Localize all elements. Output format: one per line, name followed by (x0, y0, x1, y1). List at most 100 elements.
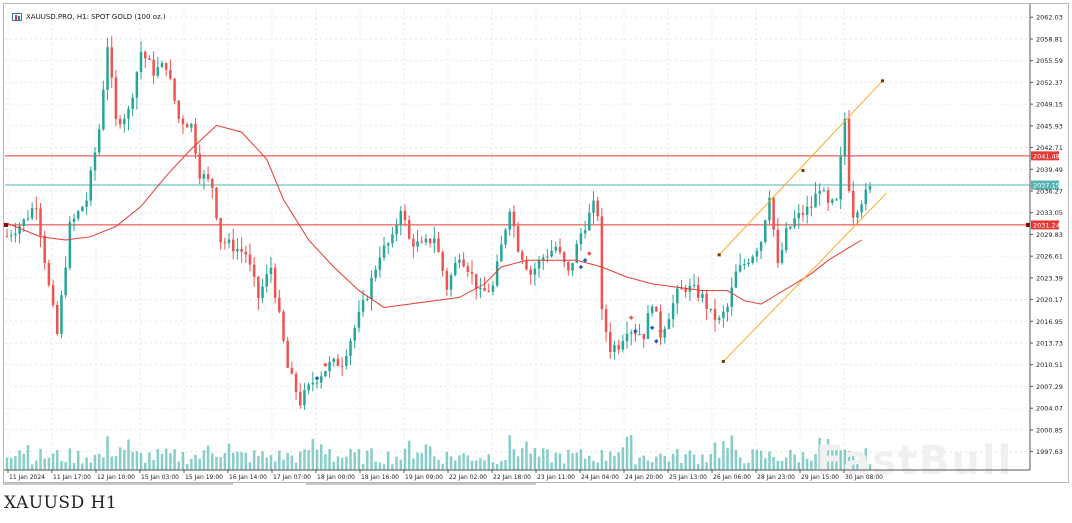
candle-body (340, 365, 344, 367)
volume-bar (319, 444, 323, 470)
volume-bar (722, 441, 725, 470)
trade-marker (649, 325, 655, 330)
candle-body (638, 334, 641, 336)
candle-body (60, 295, 63, 334)
candle-body (407, 220, 411, 239)
trade-marker (582, 257, 588, 263)
volume-bar (692, 454, 696, 470)
candle-body (726, 306, 729, 312)
candle-body (537, 260, 541, 269)
volume-bars (5, 435, 872, 470)
y-tick-label: 2013.73 (1036, 340, 1063, 348)
candle-body (437, 238, 440, 253)
candle-body (231, 239, 235, 252)
trade-marker (578, 264, 584, 270)
volume-bar (190, 458, 193, 470)
trade-marker (587, 251, 592, 256)
candle-body (764, 220, 767, 242)
candle-body (659, 311, 662, 338)
y-tick-label: 2007.29 (1036, 383, 1063, 391)
candle-body (211, 178, 214, 188)
volume-bar (533, 448, 537, 470)
candle-body (424, 238, 428, 243)
volume-bar (395, 456, 398, 470)
volume-bar (839, 450, 842, 470)
x-tick-label: 22 Jan 02:00 (449, 474, 487, 481)
candle-body (198, 153, 201, 179)
candle-body (583, 230, 587, 234)
volume-bar (441, 463, 444, 470)
volume-bar (407, 440, 411, 470)
volume-bar (609, 451, 612, 470)
candle-body (558, 246, 562, 253)
candle-body (810, 206, 813, 208)
candle-body (663, 328, 666, 338)
candle-body (722, 311, 725, 318)
volume-bar (164, 448, 168, 470)
candle-body (244, 251, 248, 255)
candle-body (361, 299, 365, 312)
candle-body (139, 51, 143, 73)
volume-bar (512, 449, 516, 470)
candle-body (508, 211, 511, 230)
candle-body (68, 221, 72, 268)
candle-body (5, 235, 9, 237)
volume-bar (378, 462, 382, 470)
scroll-track-right[interactable] (306, 483, 536, 485)
candle-body (194, 123, 197, 154)
volume-bar (483, 460, 486, 470)
volume-bar (705, 462, 708, 470)
candle-body (307, 384, 310, 391)
volume-bar (474, 460, 478, 470)
candle-body (135, 72, 139, 98)
volume-bar (466, 455, 470, 470)
volume-bar (449, 456, 453, 470)
volume-bar (596, 462, 599, 470)
volume-bar (428, 446, 432, 470)
volume-bar (160, 453, 164, 470)
candle-body (412, 238, 415, 247)
volume-bar (265, 457, 268, 470)
volume-bar (575, 452, 578, 470)
candle-body (868, 186, 872, 190)
candle-body (696, 284, 700, 298)
candle-body (428, 238, 432, 244)
horizontal-levels: 2041.48 2037.15 2031.24 (4, 151, 1060, 230)
candle-body (9, 235, 13, 237)
volume-bar (257, 456, 260, 470)
candle-body (500, 244, 503, 262)
y-tick-label: 2029.83 (1036, 231, 1063, 239)
volume-bar (223, 453, 227, 470)
scroll-track[interactable] (3, 483, 233, 485)
price-tag-label: 2031.24 (1033, 221, 1060, 229)
volume-bar (508, 435, 511, 470)
volume-bar (617, 452, 620, 470)
volume-bar (340, 457, 344, 470)
volume-bar (357, 449, 361, 470)
candle-body (487, 290, 491, 292)
volume-bar (495, 464, 499, 470)
candle-body (399, 210, 403, 226)
candle-body (328, 361, 331, 372)
candle-body (185, 124, 189, 128)
trade-marker (654, 338, 659, 344)
volume-bar (554, 452, 558, 470)
volume-bar (805, 458, 809, 470)
volume-bar (5, 457, 9, 470)
volume-bar (642, 455, 646, 470)
candle-body (713, 308, 717, 320)
volume-bar (772, 456, 775, 470)
candle-body (265, 274, 268, 287)
candle-body (39, 208, 42, 236)
candle-body (294, 373, 298, 393)
x-tick-label: 29 Jan 15:00 (801, 474, 839, 481)
candle-body (650, 306, 654, 314)
candle-body (646, 313, 650, 339)
candle-body (14, 233, 17, 236)
volume-bar (315, 449, 319, 470)
candle-body (747, 262, 750, 265)
volume-bar (713, 442, 717, 470)
candle-body (64, 267, 67, 296)
candle-body (801, 212, 805, 215)
